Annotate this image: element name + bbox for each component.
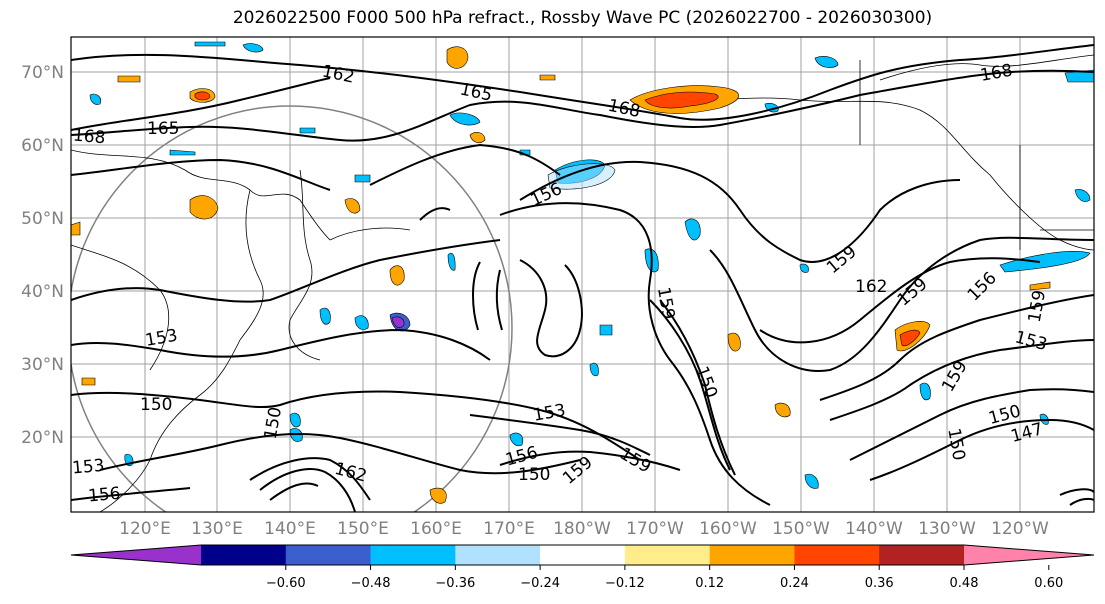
contour-label: 156: [87, 484, 121, 507]
lon-label: 140°E: [264, 519, 316, 539]
lon-label: 150°E: [337, 519, 389, 539]
colorbar: −0.60 −0.48 −0.36 −0.24 −0.12 0.12 0.24 0.36 0.4…: [70, 544, 1095, 591]
lon-label: 130°E: [191, 519, 243, 539]
colorbar-segment: [285, 545, 372, 565]
colorbar-segment: [370, 545, 456, 565]
contour-label: 153: [71, 456, 105, 479]
lon-label: 160°W: [699, 519, 757, 539]
map-border: [70, 36, 1095, 513]
colorbar-tick-label: 0.12: [695, 576, 724, 591]
colorbar-extend-high: [964, 545, 1094, 565]
lat-label-70n: 70°N: [21, 63, 64, 83]
contour-label: 165: [147, 119, 179, 139]
lon-label: 140°W: [845, 519, 903, 539]
map-title: 2026022500 F000 500 hPa refract., Rossby…: [232, 8, 933, 28]
lat-label-40n: 40°N: [21, 282, 64, 302]
longitude-labels: 120°E 130°E 140°E 150°E 160°E 170°E 180°…: [119, 519, 1049, 539]
colorbar-tick-label: −0.60: [266, 576, 306, 591]
colorbar-outline: [70, 544, 1095, 566]
anomaly-patches: [71, 41, 1094, 504]
lat-label-50n: 50°N: [21, 209, 64, 229]
colorbar-ticks: −0.60 −0.48 −0.36 −0.24 −0.12 0.12 0.24 0.36 0.4…: [266, 565, 1063, 591]
height-contours: [71, 44, 1094, 512]
contour-label: 168: [72, 126, 106, 149]
lon-label: 120°E: [119, 519, 171, 539]
lon-label: 130°W: [918, 519, 976, 539]
lon-label: 160°E: [410, 519, 462, 539]
colorbar-segment: [794, 545, 880, 565]
colorbar-segment: [709, 545, 795, 565]
lon-label: 120°W: [991, 519, 1049, 539]
colorbar-tick-label: 0.36: [865, 576, 894, 591]
contour-label: 150: [140, 395, 172, 415]
colorbar-tick-label: −0.24: [520, 576, 560, 591]
lat-label-60n: 60°N: [21, 136, 64, 156]
colorbar-tick-label: 0.60: [1034, 576, 1063, 591]
contour-label: 162: [855, 277, 887, 297]
colorbar-tick-label: −0.12: [605, 576, 645, 591]
region-circle: [71, 105, 513, 512]
lon-label: 150°W: [772, 519, 830, 539]
colorbar-tick-label: −0.48: [351, 576, 391, 591]
lon-label: 180°W: [553, 519, 611, 539]
colorbar-segment: [540, 545, 626, 565]
colorbar-segment: [879, 545, 965, 565]
colorbar-segment: [624, 545, 711, 565]
latitude-labels: 70°N 60°N 50°N 40°N 30°N 20°N: [21, 63, 64, 448]
lat-label-30n: 30°N: [21, 355, 64, 375]
colorbar-tick-label: 0.24: [780, 576, 809, 591]
colorbar-segment: [455, 545, 541, 565]
contour-label: 150: [518, 465, 550, 485]
colorbar-tick-label: −0.36: [435, 576, 475, 591]
colorbar-extend-low: [71, 545, 201, 565]
lon-label: 170°E: [483, 519, 535, 539]
colorbar-tick-label: 0.48: [950, 576, 979, 591]
lat-label-20n: 20°N: [21, 428, 64, 448]
colorbar-segments: [70, 544, 1095, 566]
lon-label: 170°W: [626, 519, 684, 539]
colorbar-segment: [201, 545, 287, 565]
